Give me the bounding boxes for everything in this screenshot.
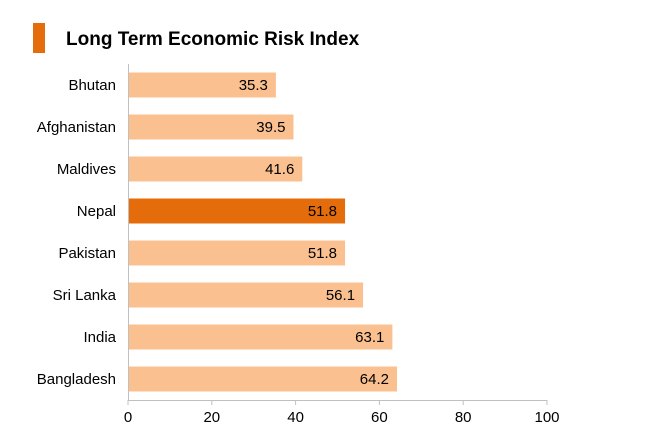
category-label: Afghanistan [37, 119, 116, 136]
value-label: 35.3 [239, 77, 268, 94]
bar-sri-lanka [129, 282, 364, 308]
category-label: India [83, 329, 116, 346]
bar-bhutan [129, 72, 276, 98]
x-tick-label: 60 [371, 409, 388, 426]
x-tick-label: 100 [534, 409, 559, 426]
value-label: 39.5 [256, 119, 285, 136]
value-label: 51.8 [308, 203, 337, 220]
category-label: Pakistan [58, 245, 116, 262]
x-tick-label: 80 [455, 409, 472, 426]
x-tick-label: 0 [124, 409, 132, 426]
bar-bangladesh [129, 366, 397, 392]
value-label: 51.8 [308, 245, 337, 262]
value-labels-group: 35.3 39.5 41.6 51.8 51.8 56.1 63.1 64.2 [239, 77, 389, 388]
category-label: Nepal [77, 203, 116, 220]
category-label: Bangladesh [37, 371, 116, 388]
bars-group [129, 72, 397, 392]
bar-pakistan [129, 240, 346, 266]
chart-title: Long Term Economic Risk Index [66, 29, 360, 50]
value-label: 63.1 [355, 329, 384, 346]
x-tick-label: 20 [203, 409, 220, 426]
value-label: 56.1 [326, 287, 355, 304]
x-ticks-group: 0 20 40 60 80 100 [124, 400, 560, 426]
bar-india [129, 324, 393, 350]
bar-nepal [129, 198, 346, 224]
value-label: 64.2 [360, 371, 389, 388]
bar-maldives [129, 156, 303, 182]
category-label: Bhutan [68, 77, 116, 94]
bar-afghanistan [129, 114, 294, 140]
category-label: Maldives [57, 161, 116, 178]
category-labels-group: Bhutan Afghanistan Maldives Nepal Pakistan Sr… [37, 77, 117, 388]
category-label: Sri Lanka [53, 287, 117, 304]
x-tick-label: 40 [287, 409, 304, 426]
value-label: 41.6 [265, 161, 294, 178]
title-marker [33, 23, 45, 53]
